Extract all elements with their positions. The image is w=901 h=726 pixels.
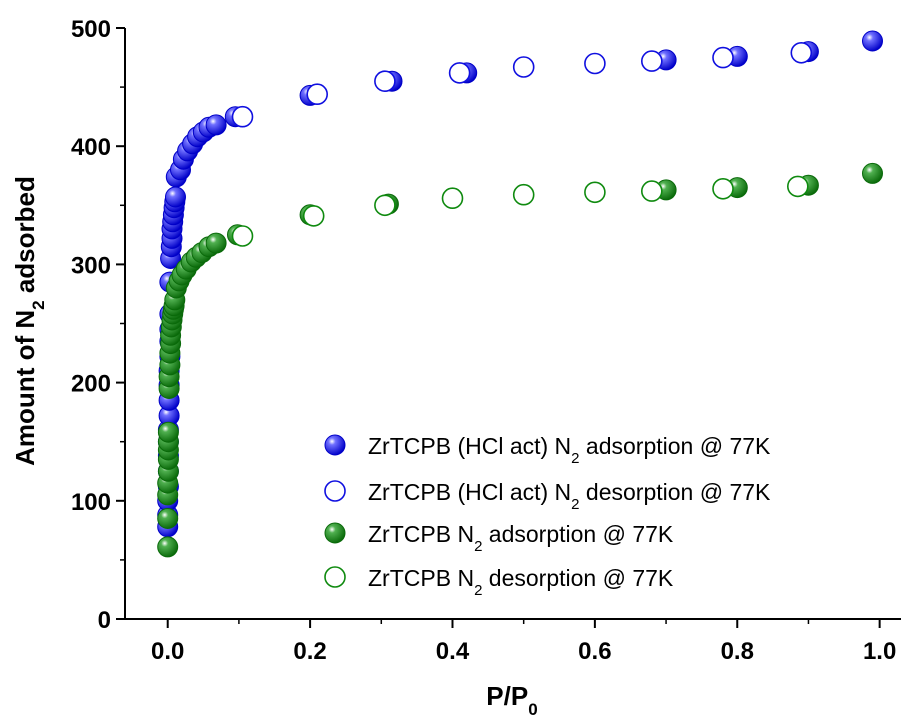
data-point (374, 194, 396, 217)
y-tick-label: 0 (98, 607, 111, 634)
data-point (640, 180, 663, 202)
data-point (862, 162, 883, 184)
data-point (448, 62, 471, 84)
legend-entry-hcl-desorption: ZrTCPB (HCl act) N2 desorption @ 77K (324, 479, 771, 513)
data-point (157, 508, 179, 529)
data-point (205, 232, 227, 254)
data-point (712, 46, 734, 69)
data-point (512, 183, 535, 206)
data-point (790, 41, 813, 64)
x-tick-label: 0.6 (578, 638, 611, 665)
axes: 0 100 200 300 400 500 0.0 0.2 0.4 0.6 0.8 1.0 (71, 16, 901, 665)
y-axis-title: Amount of N2 adsorbed (10, 176, 48, 466)
legend-entry-desorption: ZrTCPB N2 desorption @ 77K (324, 565, 674, 599)
data-point (441, 187, 464, 209)
data-point (205, 114, 227, 136)
x-tick-label: 0.2 (293, 638, 326, 665)
x-axis-title: P/P0 (486, 681, 537, 719)
y-tick-label: 400 (71, 134, 111, 161)
data-point (165, 186, 186, 208)
legend-marker-adsorption (324, 522, 346, 544)
data-point (786, 175, 809, 198)
data-point (306, 83, 329, 105)
data-point (712, 178, 734, 200)
legend-label-desorption: ZrTCPB N2 desorption @ 77K (368, 565, 674, 599)
series-2 (231, 41, 813, 128)
legend-marker-hcl-desorption (324, 480, 346, 502)
data-point (231, 105, 254, 128)
x-tick-label: 0.8 (721, 638, 754, 665)
legend-marker-desorption (324, 566, 346, 588)
legend-entry-adsorption: ZrTCPB N2 adsorption @ 77K (324, 521, 674, 555)
data-points (157, 30, 883, 558)
y-tick-label: 200 (71, 371, 111, 398)
data-point (374, 70, 396, 92)
x-tick-label: 0.0 (151, 638, 184, 665)
x-tick-label: 0.4 (436, 638, 470, 665)
legend: ZrTCPB (HCl act) N2 adsorption @ 77K ZrT… (324, 433, 771, 599)
data-point (640, 50, 663, 72)
y-tick-label: 100 (71, 489, 111, 516)
data-point (584, 52, 606, 75)
data-point (512, 56, 535, 78)
data-point (231, 225, 254, 247)
legend-marker-hcl-adsorption (324, 434, 346, 456)
legend-label-hcl-adsorption: ZrTCPB (HCl act) N2 adsorption @ 77K (368, 433, 771, 467)
legend-label-adsorption: ZrTCPB N2 adsorption @ 77K (368, 521, 674, 555)
data-point (862, 30, 883, 52)
y-tick-label: 500 (71, 16, 111, 43)
series-4 (231, 175, 809, 247)
legend-label-hcl-desorption: ZrTCPB (HCl act) N2 desorption @ 77K (368, 479, 771, 513)
data-point (302, 205, 325, 227)
data-point (157, 536, 179, 558)
x-tick-label: 1.0 (863, 638, 896, 665)
data-point (584, 181, 606, 204)
series-1 (157, 30, 883, 538)
y-tick-label: 300 (71, 252, 111, 279)
legend-entry-hcl-adsorption: ZrTCPB (HCl act) N2 adsorption @ 77K (324, 433, 771, 467)
data-point (157, 421, 179, 443)
